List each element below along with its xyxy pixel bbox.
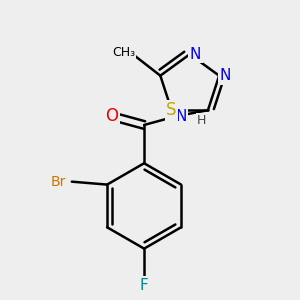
Text: O: O — [105, 107, 118, 125]
Text: S: S — [166, 101, 177, 119]
Text: CH₃: CH₃ — [112, 46, 135, 59]
Text: N: N — [219, 68, 231, 83]
Text: Br: Br — [51, 175, 66, 189]
Text: N: N — [175, 109, 187, 124]
Text: N: N — [190, 47, 201, 62]
Text: F: F — [140, 278, 148, 293]
Text: H: H — [197, 114, 206, 127]
